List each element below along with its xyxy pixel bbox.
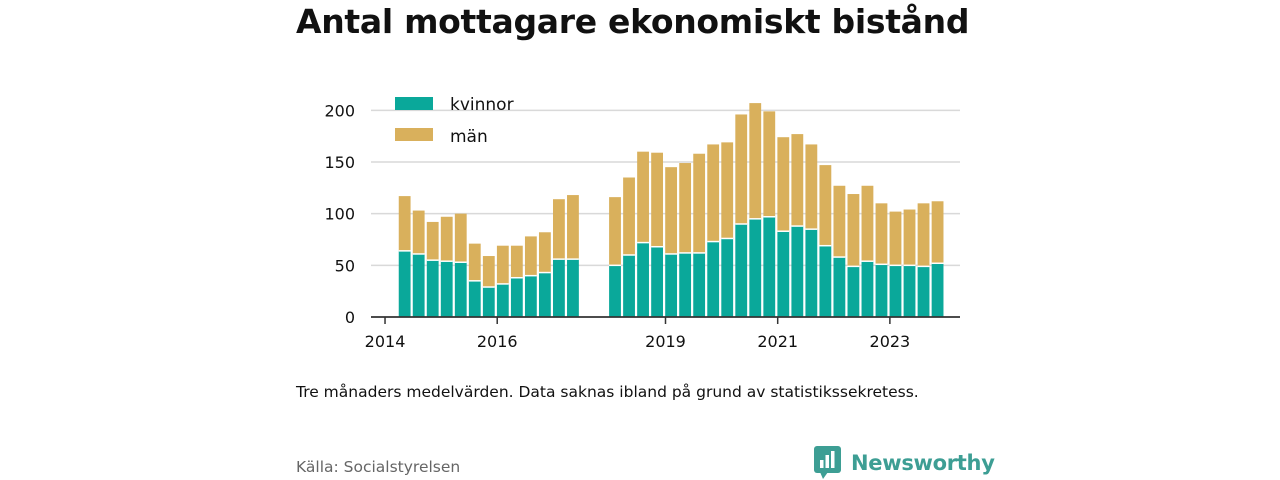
y-tick-label: 0 bbox=[345, 308, 355, 327]
bars bbox=[398, 103, 944, 317]
bar-man bbox=[707, 144, 720, 242]
bar-kvinnor bbox=[763, 216, 776, 317]
x-tick-label: 2021 bbox=[757, 332, 798, 351]
bar-man bbox=[665, 167, 678, 254]
bar-man bbox=[819, 165, 832, 246]
bar-kvinnor bbox=[538, 272, 551, 317]
bar-man bbox=[721, 142, 734, 239]
legend-label-man: män bbox=[450, 127, 488, 147]
bar-kvinnor bbox=[567, 259, 579, 317]
bar-kvinnor bbox=[875, 264, 888, 317]
bar-kvinnor bbox=[847, 266, 860, 317]
bar-man bbox=[679, 163, 692, 253]
legend-label-kvinnor: kvinnor bbox=[450, 95, 514, 115]
bar-kvinnor bbox=[609, 265, 621, 317]
bar-man bbox=[524, 236, 537, 276]
bar-kvinnor bbox=[553, 259, 565, 317]
bar-man bbox=[889, 211, 902, 266]
chart-title: Antal mottagare ekonomiskt bistånd bbox=[296, 2, 970, 41]
bar-man bbox=[454, 213, 467, 263]
bar-kvinnor bbox=[861, 261, 874, 317]
bar-man bbox=[482, 256, 495, 288]
bar-kvinnor bbox=[917, 266, 930, 317]
bar-kvinnor bbox=[679, 252, 692, 317]
bar-kvinnor bbox=[496, 283, 509, 317]
bar-man bbox=[777, 137, 790, 232]
bar-man bbox=[833, 185, 846, 258]
bar-man bbox=[623, 177, 635, 255]
bar-man bbox=[791, 134, 804, 227]
brand-logo: Newsworthy bbox=[814, 446, 995, 480]
bar-kvinnor bbox=[707, 241, 720, 317]
bar-kvinnor bbox=[693, 252, 706, 317]
bar-man bbox=[538, 232, 551, 273]
chart-note: Tre månaders medelvärden. Data saknas ib… bbox=[296, 383, 919, 401]
bar-kvinnor bbox=[833, 257, 846, 317]
bar-kvinnor bbox=[482, 287, 495, 317]
bar-man bbox=[903, 209, 916, 266]
bar-kvinnor bbox=[903, 265, 916, 317]
bar-man bbox=[468, 243, 481, 281]
bar-kvinnor bbox=[412, 253, 425, 317]
bar-man bbox=[426, 221, 439, 261]
x-tick-label: 2019 bbox=[645, 332, 686, 351]
bar-man bbox=[440, 216, 453, 262]
bar-kvinnor bbox=[510, 277, 523, 317]
legend-swatch-man bbox=[395, 128, 433, 141]
y-tick-label: 50 bbox=[335, 256, 355, 275]
bar-man bbox=[763, 111, 776, 217]
bar-man bbox=[735, 114, 748, 224]
bar-man bbox=[805, 144, 818, 230]
bar-kvinnor bbox=[637, 242, 649, 317]
y-tick-label: 100 bbox=[324, 205, 355, 224]
bar-man bbox=[496, 245, 509, 284]
bar-man bbox=[917, 203, 930, 267]
bar-kvinnor bbox=[651, 246, 663, 317]
x-tick-label: 2016 bbox=[477, 332, 518, 351]
bar-man bbox=[609, 197, 621, 266]
bar-kvinnor bbox=[440, 261, 453, 317]
bar-kvinnor bbox=[524, 275, 537, 317]
source-text: Källa: Socialstyrelsen bbox=[296, 458, 461, 476]
bar-kvinnor bbox=[454, 262, 467, 317]
bar-kvinnor bbox=[735, 224, 748, 317]
y-tick-label: 200 bbox=[324, 101, 355, 120]
bar-man bbox=[510, 245, 523, 278]
bar-man bbox=[861, 185, 874, 262]
bar-kvinnor bbox=[426, 260, 439, 317]
x-tick-label: 2014 bbox=[365, 332, 406, 351]
y-tick-label: 150 bbox=[324, 153, 355, 172]
bar-man bbox=[567, 195, 579, 260]
bar-kvinnor bbox=[777, 231, 790, 317]
bar-kvinnor bbox=[665, 253, 678, 317]
bar-man bbox=[398, 196, 411, 251]
bar-kvinnor bbox=[805, 229, 818, 317]
bar-kvinnor bbox=[791, 226, 804, 317]
bar-kvinnor bbox=[721, 238, 734, 317]
newsworthy-icon bbox=[814, 446, 841, 479]
legend: kvinnor män bbox=[395, 95, 514, 147]
bar-man bbox=[931, 201, 944, 264]
brand-name: Newsworthy bbox=[851, 451, 995, 475]
bar-man bbox=[651, 152, 663, 247]
y-axis-labels: 0 50 100 150 200 bbox=[324, 101, 355, 327]
x-tick-label: 2023 bbox=[870, 332, 911, 351]
legend-swatch-kvinnor bbox=[395, 97, 433, 110]
bar-man bbox=[693, 153, 706, 253]
bar-kvinnor bbox=[889, 265, 902, 317]
bar-man bbox=[847, 194, 860, 267]
bar-man bbox=[553, 199, 565, 260]
bar-kvinnor bbox=[749, 218, 762, 317]
bar-man bbox=[875, 203, 888, 265]
bar-kvinnor bbox=[931, 263, 944, 317]
bar-man bbox=[412, 210, 425, 254]
bar-kvinnor bbox=[623, 255, 635, 317]
x-axis-ticks: 2014 2016 2019 2021 2023 bbox=[365, 317, 911, 351]
bar-kvinnor bbox=[398, 250, 411, 317]
bar-kvinnor bbox=[468, 280, 481, 317]
bar-man bbox=[749, 103, 762, 219]
bar-kvinnor bbox=[819, 245, 832, 317]
bar-man bbox=[637, 151, 649, 243]
